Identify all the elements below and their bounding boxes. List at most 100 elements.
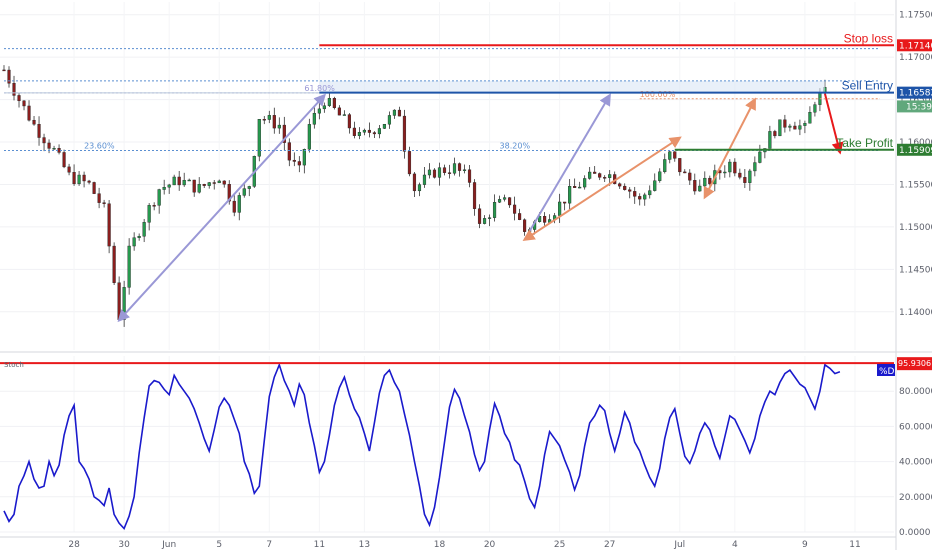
candle-body: [7, 69, 11, 84]
trade-level-price-badge: [897, 143, 932, 156]
candle-body: [633, 191, 637, 197]
fib-level-label: 61.80%: [304, 84, 335, 93]
candle-body: [482, 218, 487, 224]
candle-body: [417, 184, 422, 192]
candle-body: [127, 245, 131, 288]
price-pane[interactable]: 61.80% 23.60% 38.20% 100.00% Stop loss Sell E…: [0, 2, 894, 350]
price-tick-label: 1.17500: [899, 11, 932, 21]
candle-body: [187, 179, 191, 182]
time-axis[interactable]: 28 30 Jun 5 7 11 13 18 20 25 27 Jul 4 9 11: [68, 540, 860, 550]
candle-body: [402, 115, 407, 152]
candle-body: [192, 179, 196, 193]
candle-body: [342, 114, 346, 116]
candle-body: [487, 217, 492, 219]
candle-body: [117, 282, 121, 320]
candle-body: [357, 132, 361, 136]
candle-body: [708, 177, 712, 185]
candle-body: [437, 167, 442, 178]
time-tick-label: 28: [68, 540, 80, 550]
candle-body: [272, 115, 276, 129]
candle-body: [748, 170, 752, 183]
candle-body: [67, 166, 71, 173]
candle-body: [643, 194, 647, 200]
candle-body: [217, 180, 221, 184]
candle-body: [573, 186, 577, 188]
trade-level-label: Stop loss: [844, 31, 893, 45]
candle-body: [377, 128, 382, 135]
candle-body: [47, 142, 51, 149]
candle-body: [678, 158, 682, 173]
current-price-badge: [897, 100, 932, 113]
price-tick-label: 1.16000: [899, 138, 932, 148]
time-tick-label: 25: [554, 540, 565, 550]
candle-body: [327, 98, 331, 106]
time-tick-label: 9: [802, 540, 808, 550]
candle-body: [22, 100, 26, 107]
candle-body: [197, 184, 201, 193]
candle-body: [322, 105, 326, 110]
fib-level-label: 38.20%: [500, 142, 531, 151]
trade-level-price-text: 1.16582: [899, 89, 932, 99]
candle-body: [432, 169, 437, 178]
candle-body: [638, 196, 642, 200]
candle-body: [307, 124, 311, 150]
fib-zone: [319, 80, 825, 93]
stochastic-tick-label: 40.0000: [899, 458, 932, 468]
candle-body: [733, 161, 737, 174]
candle-body: [157, 189, 161, 206]
candle-body: [277, 124, 281, 129]
candle-body: [668, 151, 672, 160]
stochastic-tick-label: 0.0000: [899, 528, 931, 538]
candle-body: [287, 142, 291, 161]
time-tick-label: 30: [118, 540, 130, 550]
stochastic-tick-label: 80.0000: [899, 387, 932, 397]
candle-body: [558, 201, 562, 216]
candle-body: [803, 123, 807, 126]
candle-body: [27, 105, 31, 121]
fib-level-label: 100.00%: [640, 90, 676, 99]
stochastic-pane[interactable]: Stoch: [0, 356, 894, 533]
trade-level-price-text: 1.17140: [899, 41, 932, 51]
candle-body: [738, 172, 742, 178]
candle-body: [262, 119, 266, 121]
candle-body: [142, 222, 146, 237]
candle-body: [753, 162, 757, 172]
candle-body: [648, 190, 652, 196]
candle-body: [172, 176, 176, 186]
abcd-leg-arrow: [522, 136, 682, 241]
candle-body: [207, 182, 211, 186]
stochastic-level-badge-bg: [897, 357, 932, 371]
candle-body: [372, 132, 376, 135]
candle-body: [683, 171, 687, 174]
candle-body: [407, 151, 412, 175]
candle-body: [82, 174, 86, 182]
candle-body: [422, 174, 427, 185]
stochastic-axis[interactable]: 80.0000 60.0000 40.0000 20.0000 0.0000: [899, 387, 932, 538]
candle-body: [247, 186, 251, 189]
candle-body: [427, 169, 432, 176]
candle-body: [512, 204, 517, 214]
candle-body: [352, 127, 356, 136]
trade-level-label: Sell Entry: [842, 79, 893, 93]
candle-body: [102, 202, 106, 204]
candle-body: [212, 182, 216, 184]
candle-body: [17, 95, 21, 102]
candle-body: [137, 236, 141, 238]
candle-body: [773, 131, 777, 137]
stochastic-d-line: [3, 362, 841, 530]
candle-body: [623, 185, 627, 190]
candle-body: [593, 171, 597, 174]
candle-body: [162, 187, 166, 190]
fib-extension-arrow: [117, 93, 326, 323]
candle-body: [693, 180, 697, 192]
time-tick-label: 11: [849, 540, 860, 550]
price-tick-label: 1.15000: [899, 223, 932, 233]
candle-body: [673, 151, 677, 159]
candle-body: [32, 119, 36, 125]
candle-body: [658, 171, 662, 181]
stochastic-tick-label: 20.0000: [899, 493, 932, 503]
candle-body: [302, 149, 306, 166]
candle-body: [703, 177, 707, 187]
candle-body: [12, 83, 16, 96]
